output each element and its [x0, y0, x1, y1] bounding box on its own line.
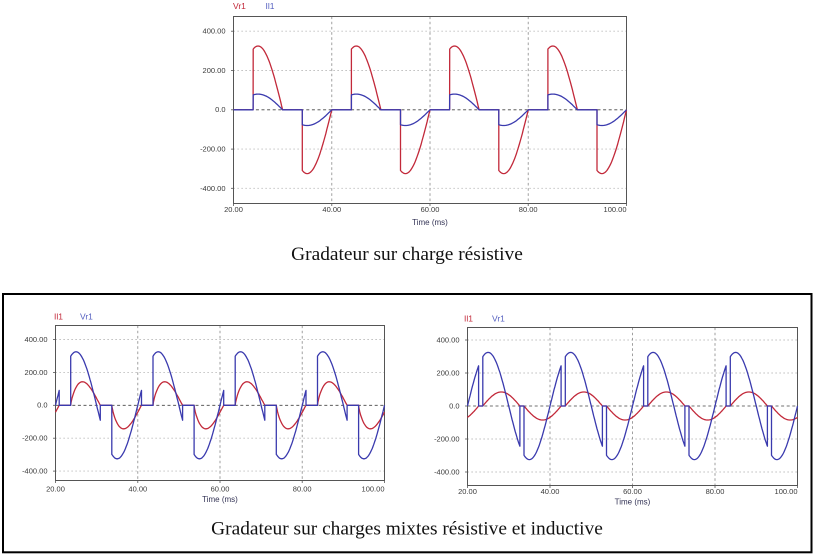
- svg-text:Vr1: Vr1: [233, 1, 246, 11]
- svg-text:Vr1: Vr1: [80, 312, 93, 322]
- svg-text:0.0: 0.0: [449, 401, 459, 410]
- svg-text:200.00: 200.00: [25, 368, 48, 377]
- svg-text:-400.00: -400.00: [434, 467, 459, 476]
- svg-text:Il1: Il1: [54, 312, 63, 322]
- svg-text:80.00: 80.00: [519, 205, 538, 214]
- svg-text:80.00: 80.00: [293, 485, 312, 494]
- svg-text:60.00: 60.00: [421, 205, 440, 214]
- svg-text:Time (ms): Time (ms): [412, 218, 448, 227]
- svg-text:-200.00: -200.00: [22, 434, 47, 443]
- svg-text:Time (ms): Time (ms): [202, 495, 238, 504]
- svg-text:60.00: 60.00: [211, 485, 230, 494]
- svg-text:-200.00: -200.00: [200, 145, 225, 154]
- svg-text:20.00: 20.00: [458, 487, 477, 496]
- svg-text:400.00: 400.00: [203, 27, 226, 36]
- svg-text:20.00: 20.00: [46, 485, 65, 494]
- svg-text:0.0: 0.0: [37, 401, 47, 410]
- svg-text:200.00: 200.00: [437, 368, 460, 377]
- svg-text:-400.00: -400.00: [200, 184, 225, 193]
- svg-text:100.00: 100.00: [362, 485, 385, 494]
- svg-text:Gradateur sur charges mixtes r: Gradateur sur charges mixtes résistive e…: [211, 519, 603, 540]
- svg-text:40.00: 40.00: [541, 487, 560, 496]
- svg-text:80.00: 80.00: [706, 487, 725, 496]
- svg-text:20.00: 20.00: [224, 205, 243, 214]
- svg-text:40.00: 40.00: [128, 485, 147, 494]
- svg-text:0.0: 0.0: [215, 105, 225, 114]
- svg-text:Vr1: Vr1: [492, 314, 505, 324]
- svg-text:60.00: 60.00: [623, 487, 642, 496]
- svg-text:Il1: Il1: [266, 1, 275, 11]
- svg-text:100.00: 100.00: [604, 205, 627, 214]
- svg-text:400.00: 400.00: [25, 335, 48, 344]
- svg-text:Il1: Il1: [464, 314, 473, 324]
- svg-text:400.00: 400.00: [437, 335, 460, 344]
- svg-text:Time (ms): Time (ms): [615, 498, 651, 507]
- svg-text:200.00: 200.00: [203, 66, 226, 75]
- svg-text:40.00: 40.00: [322, 205, 341, 214]
- svg-text:100.00: 100.00: [775, 487, 798, 496]
- svg-text:-400.00: -400.00: [22, 467, 47, 476]
- svg-text:Gradateur sur charge résistive: Gradateur sur charge résistive: [291, 244, 523, 265]
- svg-text:-200.00: -200.00: [434, 434, 459, 443]
